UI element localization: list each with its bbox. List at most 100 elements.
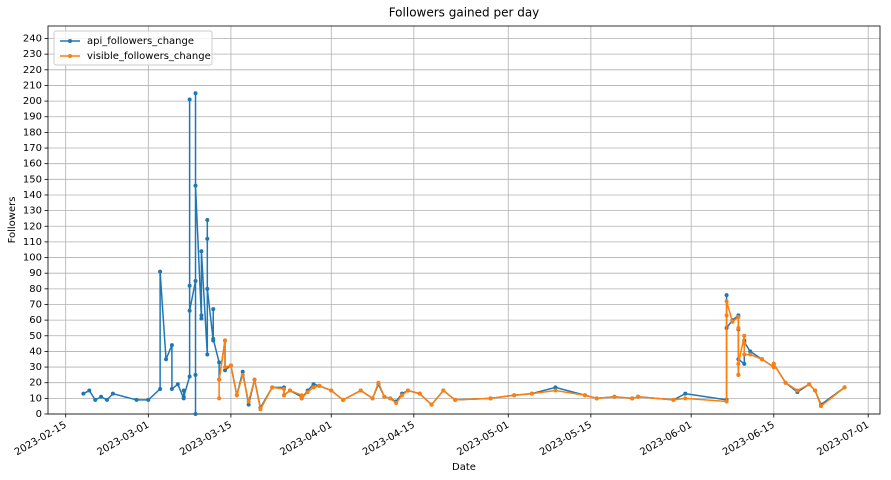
legend-label: visible_followers_change — [87, 51, 211, 62]
point — [742, 361, 747, 366]
y-tick-label: 100 — [23, 253, 42, 264]
point — [240, 372, 245, 377]
point — [724, 399, 729, 404]
x-tick-label: 2023-05-15 — [538, 420, 594, 459]
point — [240, 369, 245, 374]
x-tick-label: 2023-02-15 — [13, 420, 69, 459]
point — [187, 283, 192, 288]
point — [317, 383, 322, 388]
point — [488, 396, 493, 401]
chart-title: Followers gained per day — [389, 6, 540, 20]
point — [187, 97, 192, 102]
point — [771, 361, 776, 366]
point — [795, 388, 800, 393]
x-tick-label: 2023-04-15 — [361, 420, 417, 459]
point — [193, 372, 198, 377]
y-tick-label: 180 — [23, 127, 42, 138]
point — [146, 397, 151, 402]
point — [730, 319, 735, 324]
point — [181, 394, 186, 399]
y-tick-label: 140 — [23, 190, 42, 201]
point — [671, 397, 676, 402]
point — [429, 402, 434, 407]
point — [594, 396, 599, 401]
point — [223, 338, 228, 343]
x-axis-label: Date — [452, 462, 476, 473]
point — [193, 279, 198, 284]
y-tick-label: 20 — [29, 378, 42, 389]
y-tick-label: 70 — [29, 299, 42, 310]
y-tick-label: 230 — [23, 49, 42, 60]
point — [217, 396, 222, 401]
point — [683, 391, 688, 396]
point — [305, 390, 310, 395]
y-tick-label: 190 — [23, 112, 42, 123]
point — [270, 385, 275, 390]
point — [211, 307, 216, 312]
point — [217, 377, 222, 382]
x-tick-label: 2023-07-01 — [815, 420, 871, 459]
x-tick-label: 2023-06-01 — [638, 420, 694, 459]
point — [400, 393, 405, 398]
point — [311, 382, 316, 387]
point — [742, 333, 747, 338]
point — [211, 336, 216, 341]
point — [683, 396, 688, 401]
y-tick-label: 110 — [23, 237, 42, 248]
point — [81, 391, 86, 396]
y-tick-label: 60 — [29, 315, 42, 326]
point — [299, 393, 304, 398]
point — [736, 372, 741, 377]
point — [217, 360, 222, 365]
point — [158, 386, 163, 391]
point — [193, 183, 198, 188]
point — [258, 407, 263, 412]
point — [636, 394, 641, 399]
point — [842, 385, 847, 390]
point — [341, 397, 346, 402]
y-tick-label: 50 — [29, 331, 42, 342]
point — [246, 402, 251, 407]
point — [205, 218, 210, 222]
y-tick-label: 80 — [29, 284, 42, 295]
point — [742, 341, 747, 346]
point — [582, 393, 587, 398]
y-tick-label: 0 — [36, 409, 42, 420]
y-tick-label: 220 — [23, 65, 42, 76]
point — [388, 396, 393, 401]
x-tick-label: 2023-04-01 — [278, 420, 334, 459]
point — [405, 388, 410, 393]
point — [417, 391, 422, 396]
y-tick-label: 200 — [23, 96, 42, 107]
y-tick-label: 90 — [29, 268, 42, 279]
y-tick-label: 120 — [23, 221, 42, 232]
point — [110, 391, 115, 396]
y-tick-label: 150 — [23, 174, 42, 185]
point — [724, 299, 729, 304]
y-tick-label: 160 — [23, 159, 42, 170]
point — [358, 388, 363, 393]
point — [529, 391, 534, 396]
point — [134, 397, 139, 402]
point — [724, 313, 729, 318]
point — [748, 349, 753, 354]
point — [205, 236, 210, 241]
point — [252, 377, 257, 382]
point — [164, 357, 169, 362]
x-tick-label: 2023-05-01 — [455, 420, 511, 459]
y-tick-label: 30 — [29, 362, 42, 373]
point — [382, 394, 387, 399]
legend-box — [53, 30, 213, 66]
point — [370, 396, 375, 401]
point — [813, 388, 818, 393]
point — [512, 393, 517, 398]
x-tick-label: 2023-03-01 — [95, 420, 151, 459]
point — [287, 388, 292, 393]
point — [105, 397, 110, 402]
point — [199, 316, 204, 321]
point — [205, 352, 210, 357]
point — [759, 357, 764, 362]
series-line — [83, 93, 846, 414]
